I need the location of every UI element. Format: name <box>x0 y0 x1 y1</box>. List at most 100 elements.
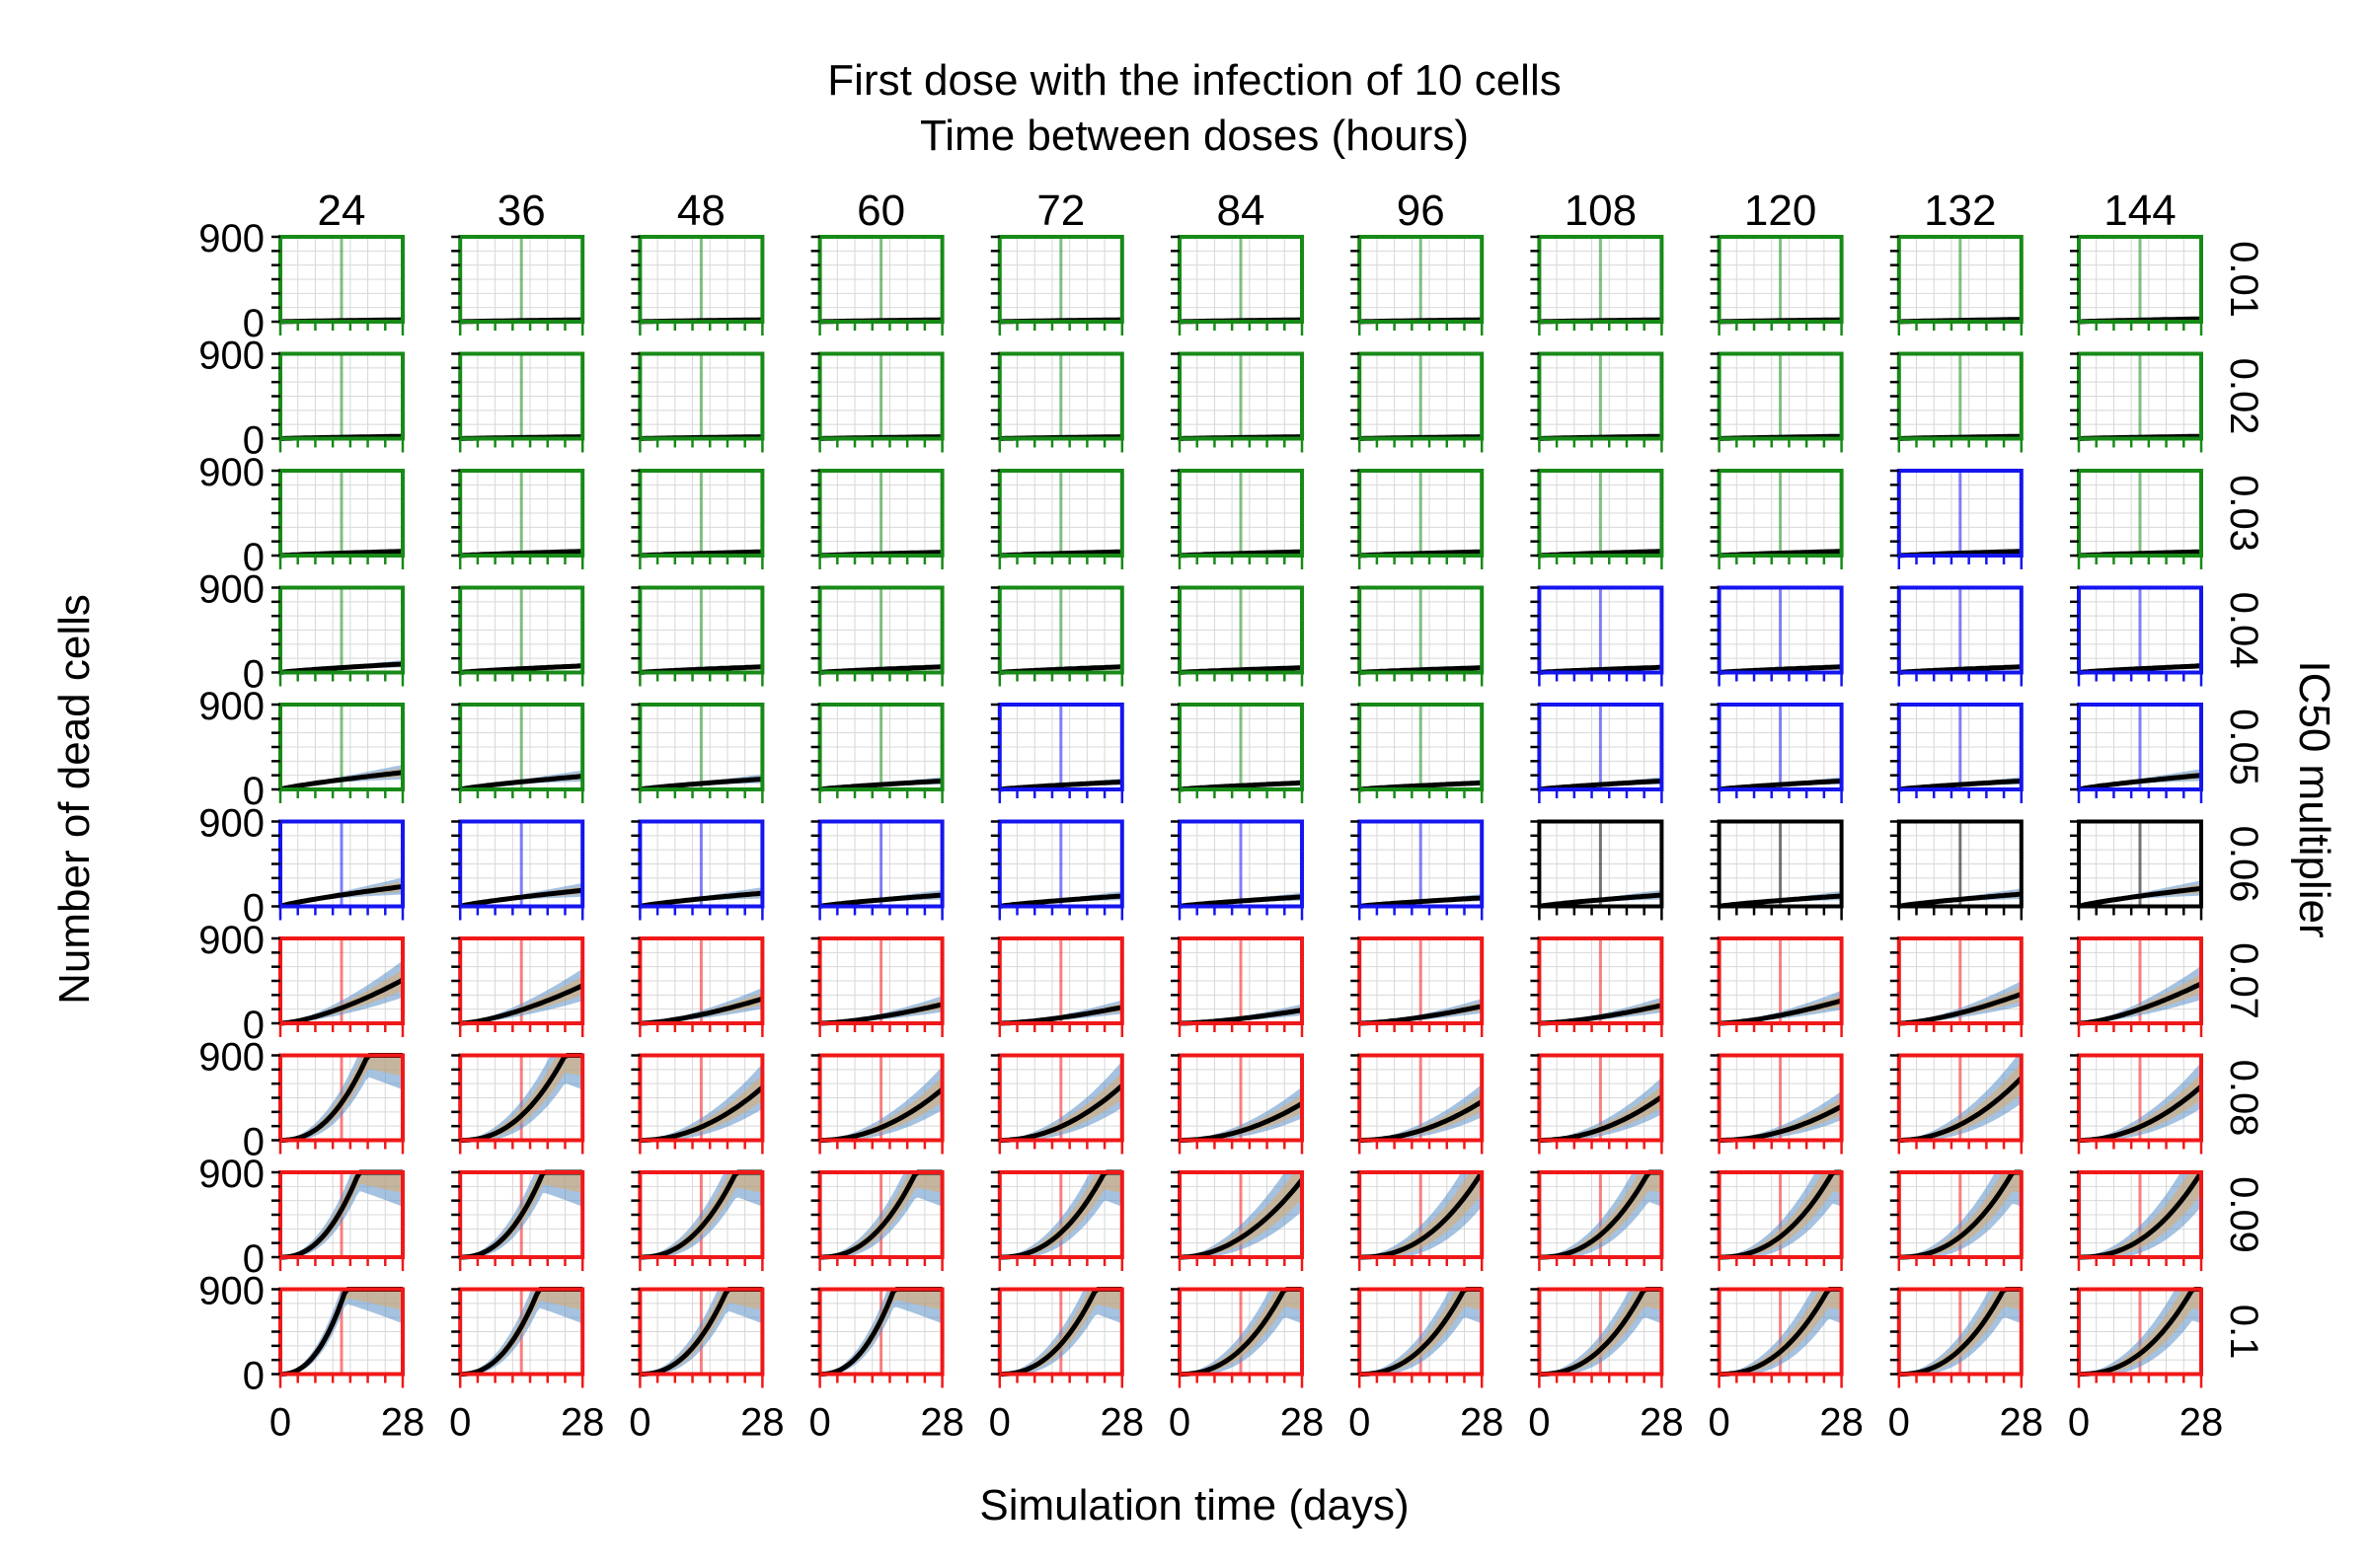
uncertainty-band <box>640 1063 763 1141</box>
small-multiple-panel <box>1350 936 1485 1037</box>
small-multiple-panel <box>1889 235 2024 336</box>
small-multiple-panel: 0 28 <box>989 1287 1145 1445</box>
mean-line <box>2078 981 2203 1026</box>
mean-line <box>1898 992 2023 1026</box>
x-tick-label: 28 <box>1280 1401 1325 1445</box>
small-multiple-panel <box>1889 351 2024 453</box>
small-multiple-panel <box>990 585 1124 687</box>
mean-line <box>459 887 583 909</box>
x-tick-label: 0 <box>989 1401 1011 1445</box>
mean-line <box>999 893 1122 909</box>
column-header: 48 <box>677 187 726 235</box>
small-multiple-panel <box>1171 819 1304 921</box>
small-multiple-panel <box>2070 1170 2204 1271</box>
column-header: 120 <box>1744 187 1816 235</box>
small-multiple-panel <box>631 936 765 1037</box>
small-multiple-panel <box>1171 1170 1304 1271</box>
small-multiple-panel <box>1710 585 1844 687</box>
y-tick-label: 0 <box>243 1121 265 1164</box>
y-tick-label: 900 <box>198 217 265 261</box>
small-multiple-panel <box>631 1053 765 1155</box>
small-multiple-panel: 900 0 <box>198 335 405 463</box>
small-multiple-panel: 0 28 <box>1528 1287 1684 1445</box>
uncertainty-band <box>1180 1086 1302 1141</box>
uncertainty-band <box>819 1289 943 1375</box>
row-label: 0.09 <box>2222 1176 2265 1253</box>
small-multiple-panel: 0 28 <box>629 1287 785 1445</box>
uncertainty-band <box>819 1066 943 1141</box>
mean-line <box>459 774 583 792</box>
y-tick-label: 0 <box>243 1237 265 1281</box>
row-label: 0.08 <box>2222 1060 2265 1137</box>
small-multiple-panel <box>810 351 945 453</box>
x-tick-label: 0 <box>269 1401 291 1445</box>
mean-line <box>1719 778 1842 792</box>
small-multiple-panel <box>2070 235 2203 336</box>
uncertainty-band <box>2079 973 2201 1023</box>
x-tick-label: 0 <box>808 1401 830 1445</box>
small-multiple-panel <box>810 585 945 687</box>
small-multiple-panel <box>451 469 585 569</box>
small-multiple-panel <box>1350 585 1485 687</box>
small-multiple-panel <box>810 936 945 1037</box>
mean-line <box>819 892 943 909</box>
small-multiple-panel <box>1889 703 2024 803</box>
uncertainty-band <box>1898 1055 2022 1141</box>
small-multiple-panel <box>2070 351 2203 453</box>
x-tick-label: 28 <box>920 1401 964 1445</box>
small-multiple-panel <box>1530 469 1664 569</box>
uncertainty-band <box>280 969 403 1023</box>
uncertainty-band <box>2079 1172 2201 1257</box>
small-multiple-panel <box>451 819 585 921</box>
small-multiple-panel <box>1530 585 1664 687</box>
small-multiple-panel <box>1530 703 1664 803</box>
uncertainty-band <box>280 1055 403 1141</box>
uncertainty-band <box>1719 1090 1842 1141</box>
y-tick-label: 0 <box>243 419 265 463</box>
mean-line <box>279 770 404 792</box>
small-multiple-panel <box>1889 469 2024 569</box>
mean-line <box>2078 773 2202 792</box>
small-multiple-panel <box>1530 936 1664 1037</box>
mean-line <box>279 661 404 675</box>
small-multiple-panel: 900 00 28 <box>198 1270 424 1445</box>
y-tick-label: 900 <box>198 451 265 494</box>
small-multiple-panel <box>1350 351 1485 453</box>
x-tick-label: 0 <box>1528 1401 1550 1445</box>
mean-line <box>1180 1178 1304 1260</box>
small-multiple-panel <box>1171 936 1304 1037</box>
x-tick-label: 0 <box>1708 1401 1729 1445</box>
small-multiple-panel: 0 28 <box>449 1287 604 1445</box>
uncertainty-band <box>1898 1172 2022 1257</box>
mean-line <box>1358 895 1483 909</box>
small-multiple-panel <box>631 703 765 803</box>
small-multiple-panel <box>1710 819 1844 921</box>
small-multiple-panel <box>1710 469 1844 569</box>
small-multiple-panel <box>1530 1053 1664 1155</box>
small-multiple-panel <box>1889 819 2024 921</box>
small-multiple-panel: 900 0 <box>198 1036 405 1164</box>
small-multiple-panel <box>1889 585 2024 687</box>
y-axis-label: Number of dead cells <box>50 594 99 1005</box>
y-tick-label: 900 <box>198 919 265 962</box>
small-multiple-panel: 0 28 <box>1348 1287 1504 1445</box>
column-header: 84 <box>1217 187 1265 235</box>
row-label: 0.02 <box>2222 358 2265 435</box>
x-tick-label: 28 <box>1101 1401 1145 1445</box>
uncertainty-band <box>999 1061 1122 1141</box>
uncertainty-band <box>2079 1062 2201 1141</box>
x-tick-label: 28 <box>1460 1401 1504 1445</box>
mean-line <box>2078 885 2202 909</box>
small-multiple-panel <box>1710 1169 1844 1271</box>
uncertainty-band <box>1539 1172 1662 1257</box>
column-header: 60 <box>857 187 905 235</box>
small-multiple-panel <box>1710 936 1844 1037</box>
uncertainty-band <box>460 976 583 1023</box>
small-multiple-panel <box>1710 351 1844 453</box>
small-multiple-panel <box>2070 1053 2203 1155</box>
x-tick-label: 0 <box>629 1401 650 1445</box>
x-tick-label: 28 <box>381 1401 425 1445</box>
uncertainty-band <box>1359 1083 1483 1141</box>
x-tick-label: 28 <box>1819 1401 1864 1445</box>
small-multiple-panel <box>1530 351 1664 453</box>
